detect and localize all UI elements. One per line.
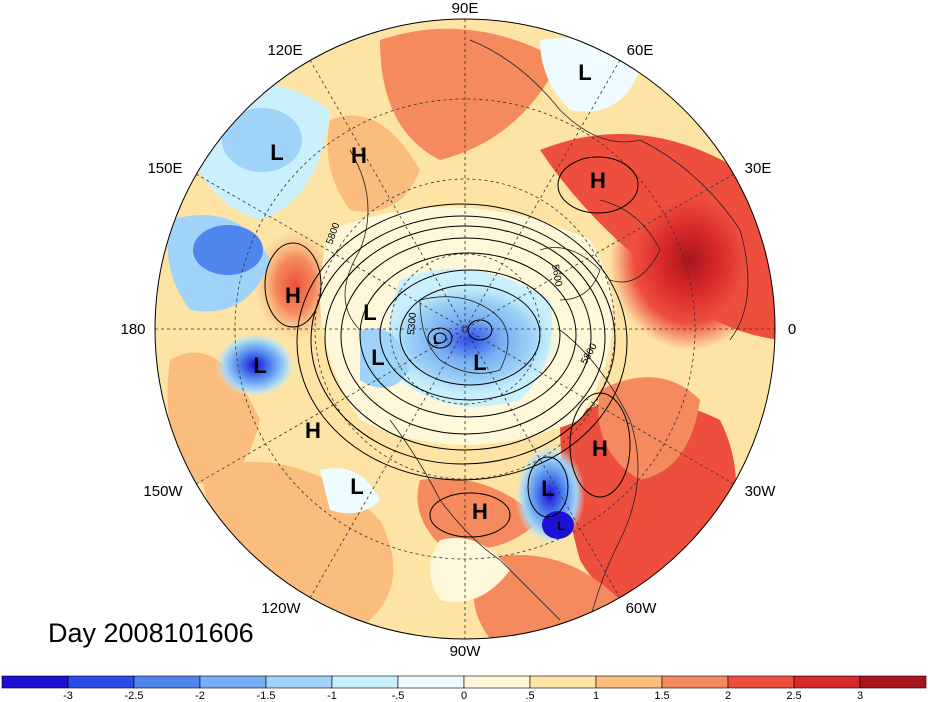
lon-label-30e: 30E [745,160,772,177]
colorbar-tick-label: 0 [461,690,467,702]
colorbar-tick-label: .5 [525,690,534,702]
pressure-center: L [371,345,384,370]
colorbar-tick-label: -2 [195,690,205,702]
colorbar-tick-label: -.5 [392,690,405,702]
pressure-center: L [433,333,440,347]
map-boundary [154,18,776,640]
pressure-centers: L L H H H L L L L L H H H L H L L [253,60,608,533]
contour-label: 5300 [406,312,419,336]
pressure-center: L [270,140,283,165]
longitude-labels: 90E 60E 30E 0 30W 60W 90W 120W 150W 180 … [120,0,796,660]
colorbar-tick-label: -2.5 [125,690,144,702]
pressure-center: L [473,350,486,375]
colorbar [1,675,927,689]
colorbar-tick-label: 2 [725,690,731,702]
coastlines [344,39,749,621]
colorbar-ticks: -3 -2.5 -2 -1.5 -1 -.5 0 .5 1 1.5 2 2.5 3 [63,690,863,702]
pressure-center: H [472,499,488,524]
pressure-center: L [350,474,363,499]
colorbar-tick-label: 1.5 [654,690,669,702]
colorbar-swatch [595,675,663,689]
contour-label: 5600 [549,264,564,288]
pressure-center: H [305,418,321,443]
lon-label-120e: 120E [267,42,302,59]
lon-label-30w: 30W [745,483,777,500]
pressure-center: H [592,436,608,461]
colorbar-swatch [67,675,135,689]
lon-label-90e: 90E [452,0,479,17]
colorbar-swatch [331,675,399,689]
pressure-center: L [541,476,554,501]
colorbar-swatch [793,675,861,689]
height-contours [264,156,639,538]
lon-label-180: 180 [120,321,145,338]
colorbar-swatch [859,675,927,689]
pressure-center: L [363,300,376,325]
day-label: Day 2008101606 [48,618,254,648]
colorbar-swatch [529,675,597,689]
colorbar-swatch [1,675,69,689]
colorbar-swatch [463,675,531,689]
lon-label-150w: 150W [143,483,183,500]
lon-label-60w: 60W [626,600,658,617]
colorbar-tick-label: 1 [593,690,599,702]
lon-label-0: 0 [788,321,796,338]
colorbar-swatch [661,675,729,689]
pressure-center: L [578,60,591,85]
colorbar-tick-label: 3 [857,690,863,702]
colorbar-swatch [727,675,795,689]
colorbar-swatch [265,675,333,689]
colorbar-swatch [199,675,267,689]
pressure-center: L [557,519,564,533]
lon-label-120w: 120W [261,600,301,617]
pressure-center: H [590,168,606,193]
colorbar-swatch [133,675,201,689]
lon-label-60e: 60E [627,42,654,59]
pressure-center: L [253,353,266,378]
colorbar-tick-label: -1.5 [257,690,276,702]
lon-label-90w: 90W [450,643,482,660]
colorbar-swatch [397,675,465,689]
pressure-center: H [285,283,301,308]
pressure-center: H [351,143,367,168]
lon-label-150e: 150E [147,160,182,177]
colorbar-tick-label: 2.5 [786,690,801,702]
colorbar-tick-label: -1 [327,690,337,702]
colorbar-tick-label: -3 [63,690,73,702]
